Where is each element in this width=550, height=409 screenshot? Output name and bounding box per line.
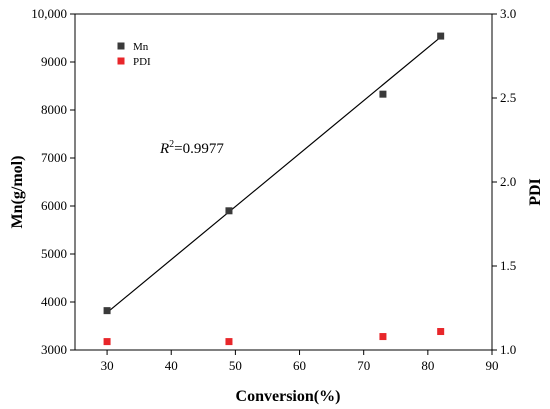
y-tick-label: 8000 [41,102,67,117]
x-tick-label: 90 [486,358,499,373]
legend-label-mn: Mn [133,41,149,53]
legend-marker-mn [117,42,125,50]
legend-label-pdi: PDI [133,56,151,68]
mn-point [437,32,445,40]
y-tick-label: 9000 [41,54,67,69]
legend: Mn PDI [117,41,151,68]
pdi-point [225,338,233,346]
mn-point [225,207,233,215]
pdi-point [379,333,387,341]
x-tick-label: 70 [357,358,370,373]
legend-marker-pdi [117,57,125,65]
y-tick-label: 4000 [41,294,67,309]
annotation-base: R [159,141,169,157]
fit-line-layer [106,36,442,314]
annotation-sup: 2 [169,139,174,150]
y-tick-label: 10,000 [31,6,67,21]
x-axis: 30 40 50 60 70 80 90 [101,350,499,373]
y2-tick-label: 1.5 [500,258,516,273]
x-tick-label: 30 [101,358,114,373]
annotation-rest: =0.9977 [174,141,224,157]
y-tick-label: 3000 [41,342,67,357]
y-axis-title: Mn(g/mol) [9,156,26,229]
y2-axis-title: PDI [527,178,544,206]
pdi-point [103,338,111,346]
y-tick-label: 6000 [41,198,67,213]
y2-tick-label: 1.0 [500,342,516,357]
x-axis-title: Conversion(%) [236,388,341,405]
y-axis-left: 3000 4000 5000 6000 7000 8000 9000 10,000 [31,6,75,357]
y-tick-label: 5000 [41,246,67,261]
y2-tick-label: 2.0 [500,174,516,189]
y-tick-label: 7000 [41,150,67,165]
points-layer [103,32,445,346]
y2-tick-label: 3.0 [500,6,516,21]
r-squared-annotation: R2=0.9977 [159,139,224,157]
x-tick-label: 40 [165,358,178,373]
x-tick-label: 50 [229,358,242,373]
x-tick-label: 60 [293,358,306,373]
fit-line [106,36,442,314]
pdi-point [437,328,445,336]
y2-tick-label: 2.5 [500,90,516,105]
mn-point [379,90,387,98]
y-axis-right: 1.0 1.5 2.0 2.5 3.0 [492,6,516,357]
x-tick-label: 80 [421,358,434,373]
mn-point [103,307,111,315]
